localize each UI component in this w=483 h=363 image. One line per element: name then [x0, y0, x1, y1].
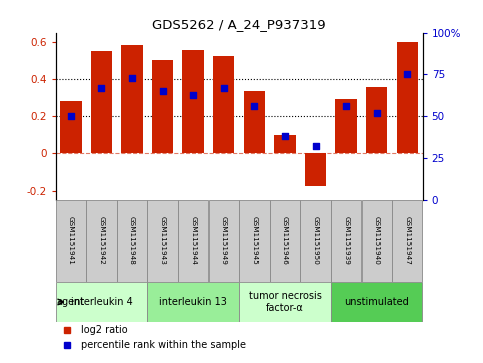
- Text: GSM1151942: GSM1151942: [99, 216, 104, 265]
- Bar: [56, 282, 147, 322]
- Point: [342, 103, 350, 109]
- Bar: [91, 51, 112, 154]
- Point: [373, 110, 381, 116]
- Bar: [213, 56, 235, 154]
- Text: GSM1151944: GSM1151944: [190, 216, 196, 265]
- Point: [220, 85, 227, 91]
- Point: [128, 75, 136, 81]
- Bar: [183, 50, 204, 154]
- Bar: [147, 200, 178, 282]
- Bar: [60, 101, 82, 154]
- Title: GDS5262 / A_24_P937319: GDS5262 / A_24_P937319: [152, 19, 326, 32]
- Point: [312, 143, 319, 149]
- Text: GSM1151947: GSM1151947: [404, 216, 411, 265]
- Point: [98, 85, 105, 91]
- Text: GSM1151946: GSM1151946: [282, 216, 288, 265]
- Bar: [305, 154, 327, 186]
- Text: GSM1151940: GSM1151940: [374, 216, 380, 265]
- Bar: [331, 282, 423, 322]
- Bar: [121, 45, 143, 154]
- Text: tumor necrosis
factor-α: tumor necrosis factor-α: [249, 291, 321, 313]
- Point: [281, 133, 289, 139]
- Bar: [86, 200, 116, 282]
- Bar: [362, 200, 392, 282]
- Bar: [147, 282, 239, 322]
- Bar: [178, 200, 208, 282]
- Bar: [392, 200, 423, 282]
- Bar: [209, 200, 239, 282]
- Bar: [366, 87, 387, 154]
- Text: interleukin 4: interleukin 4: [71, 297, 132, 307]
- Text: GSM1151949: GSM1151949: [221, 216, 227, 265]
- Bar: [152, 60, 173, 154]
- Bar: [117, 200, 147, 282]
- Text: log2 ratio: log2 ratio: [81, 325, 128, 335]
- Bar: [244, 91, 265, 154]
- Text: GSM1151945: GSM1151945: [251, 216, 257, 265]
- Bar: [335, 99, 357, 154]
- Bar: [239, 282, 331, 322]
- Text: GSM1151939: GSM1151939: [343, 216, 349, 265]
- Bar: [274, 135, 296, 154]
- Point: [159, 88, 167, 94]
- Text: GSM1151941: GSM1151941: [68, 216, 74, 265]
- Text: GSM1151950: GSM1151950: [313, 216, 319, 265]
- Bar: [397, 42, 418, 154]
- Bar: [331, 200, 361, 282]
- Text: percentile rank within the sample: percentile rank within the sample: [81, 340, 246, 350]
- Point: [67, 113, 75, 119]
- Text: agent: agent: [56, 297, 85, 307]
- Point: [189, 91, 197, 97]
- Bar: [56, 200, 86, 282]
- Point: [251, 103, 258, 109]
- Text: GSM1151948: GSM1151948: [129, 216, 135, 265]
- Text: GSM1151943: GSM1151943: [159, 216, 166, 265]
- Bar: [239, 200, 270, 282]
- Bar: [300, 200, 331, 282]
- Bar: [270, 200, 300, 282]
- Text: interleukin 13: interleukin 13: [159, 297, 227, 307]
- Text: unstimulated: unstimulated: [344, 297, 409, 307]
- Point: [403, 72, 411, 77]
